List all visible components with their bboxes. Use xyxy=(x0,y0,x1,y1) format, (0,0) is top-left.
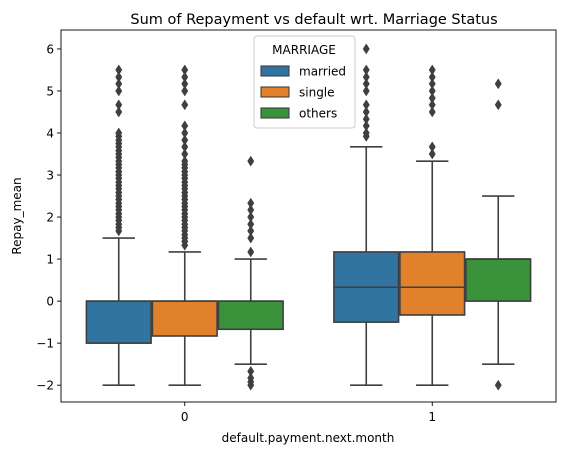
outlier-point xyxy=(181,141,189,153)
outlier-point xyxy=(115,127,123,139)
y-tick-label: 4 xyxy=(46,126,54,140)
y-tick-label: 0 xyxy=(46,295,54,309)
outlier-point xyxy=(247,211,255,223)
x-tick-label: 0 xyxy=(181,410,189,424)
y-tick-label: −1 xyxy=(36,337,54,351)
outlier-point xyxy=(247,365,255,377)
outlier-point xyxy=(428,141,436,153)
outlier-point xyxy=(362,127,370,139)
outlier-point xyxy=(115,99,123,111)
box-single-1 xyxy=(399,64,466,386)
outlier-point xyxy=(115,106,123,118)
outlier-point xyxy=(181,155,189,167)
legend-entries: married single others xyxy=(260,65,346,121)
legend-frame xyxy=(253,35,356,129)
outlier-point xyxy=(247,232,255,244)
outlier-point xyxy=(362,64,370,76)
box-body xyxy=(151,300,218,337)
plot-area xyxy=(85,43,532,391)
box-single-0 xyxy=(151,64,218,386)
outlier-point xyxy=(247,246,255,258)
outlier-point xyxy=(494,78,502,90)
legend: MARRIAGE married single others xyxy=(253,35,356,129)
outlier-point xyxy=(428,71,436,83)
outlier-point xyxy=(247,218,255,230)
legend-swatch-others xyxy=(260,107,290,119)
x-axis-label: default.payment.next.month xyxy=(222,431,395,445)
outlier-point xyxy=(181,99,189,111)
outlier-point xyxy=(428,92,436,104)
outlier-point xyxy=(428,148,436,160)
outlier-point xyxy=(247,225,255,237)
legend-label-others: others xyxy=(299,107,337,121)
x-tick-label: 1 xyxy=(428,410,436,424)
outlier-point xyxy=(115,64,123,76)
outlier-point xyxy=(428,85,436,97)
box-body xyxy=(217,300,284,331)
outlier-point xyxy=(181,64,189,76)
outlier-point xyxy=(362,99,370,111)
legend-title: MARRIAGE xyxy=(272,43,336,57)
outlier-point xyxy=(115,78,123,90)
outlier-point xyxy=(494,379,502,391)
box-others-1 xyxy=(465,78,532,391)
y-tick-label: 3 xyxy=(46,169,54,183)
outlier-point xyxy=(247,155,255,167)
outlier-point xyxy=(247,197,255,209)
outlier-point xyxy=(494,99,502,111)
outlier-point xyxy=(181,148,189,160)
outlier-point xyxy=(181,71,189,83)
box-married-1 xyxy=(333,43,400,386)
y-tick-label: 2 xyxy=(46,211,54,225)
outlier-point xyxy=(428,78,436,90)
outlier-point xyxy=(362,113,370,125)
y-tick-label: −2 xyxy=(36,379,54,393)
outlier-point xyxy=(115,85,123,97)
outlier-point xyxy=(362,120,370,132)
y-tick-label: 5 xyxy=(46,84,54,98)
legend-swatch-single xyxy=(260,86,290,98)
outlier-point xyxy=(362,71,370,83)
box-others-0 xyxy=(217,155,284,391)
box-married-0 xyxy=(85,64,152,386)
y-tick-label: 6 xyxy=(46,42,54,56)
outlier-point xyxy=(428,106,436,118)
outlier-point xyxy=(181,85,189,97)
box-body xyxy=(399,251,466,316)
axes-frame xyxy=(60,29,557,403)
y-axis-label: Repay_mean xyxy=(10,177,24,254)
box-body xyxy=(465,258,532,302)
outlier-point xyxy=(247,372,255,384)
outlier-point xyxy=(362,85,370,97)
outlier-point xyxy=(115,71,123,83)
outlier-point xyxy=(181,134,189,146)
y-tick-label: 1 xyxy=(46,253,54,267)
outlier-point xyxy=(181,120,189,132)
outlier-point xyxy=(362,106,370,118)
legend-label-single: single xyxy=(299,86,335,100)
legend-label-married: married xyxy=(299,65,346,79)
outlier-point xyxy=(247,204,255,216)
chart-title: Sum of Repayment vs default wrt. Marriag… xyxy=(130,12,497,28)
outlier-point xyxy=(181,78,189,90)
outlier-point xyxy=(428,99,436,111)
outlier-point xyxy=(428,64,436,76)
box-body xyxy=(85,300,152,344)
outlier-point xyxy=(362,78,370,90)
outlier-point xyxy=(362,43,370,55)
outlier-point xyxy=(181,127,189,139)
legend-swatch-married xyxy=(260,65,290,77)
